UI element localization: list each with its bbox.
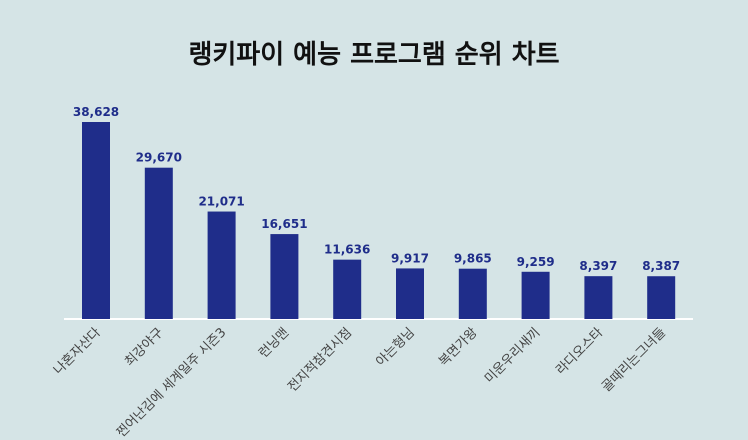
bar [333, 259, 362, 319]
bar-value-label: 9,917 [391, 251, 429, 265]
x-tick-label: 골때리는그녀들 [599, 325, 669, 395]
bar [584, 276, 613, 319]
x-tick-label: 나혼자산다 [51, 325, 104, 378]
chart-title: 랭키파이 예능 프로그램 순위 차트 [188, 40, 560, 70]
bar [144, 167, 173, 319]
bar-value-label: 16,651 [261, 217, 307, 231]
bar-value-label: 8,387 [642, 259, 680, 273]
bar-value-label: 9,259 [517, 255, 555, 269]
bar [647, 276, 676, 319]
bar [521, 271, 550, 319]
bar-value-label: 9,865 [454, 252, 492, 266]
bar-value-label: 11,636 [324, 243, 370, 257]
x-tick-label: 전지적참견시점 [285, 325, 355, 395]
bar-value-label: 38,628 [73, 105, 119, 119]
x-tick-label: 미운우리새끼 [482, 325, 543, 386]
bar-value-label: 8,397 [579, 259, 617, 273]
bar-value-label: 29,670 [136, 151, 182, 165]
bar-value-label: 21,071 [198, 195, 244, 209]
x-tick-label: 아는형님 [373, 325, 417, 369]
x-tick-label: 런닝맨 [256, 325, 292, 361]
bar [207, 211, 236, 319]
bar [270, 234, 299, 319]
bar [82, 122, 110, 319]
x-tick-label: 찐어난김에 세계일주 시즌3 [114, 325, 229, 440]
x-tick-label: 라디오스타 [553, 325, 606, 378]
x-tick-label: 최강야구 [122, 325, 166, 369]
bar [396, 268, 424, 319]
x-tick-label: 복면가왕 [436, 325, 480, 369]
bar [458, 268, 487, 319]
